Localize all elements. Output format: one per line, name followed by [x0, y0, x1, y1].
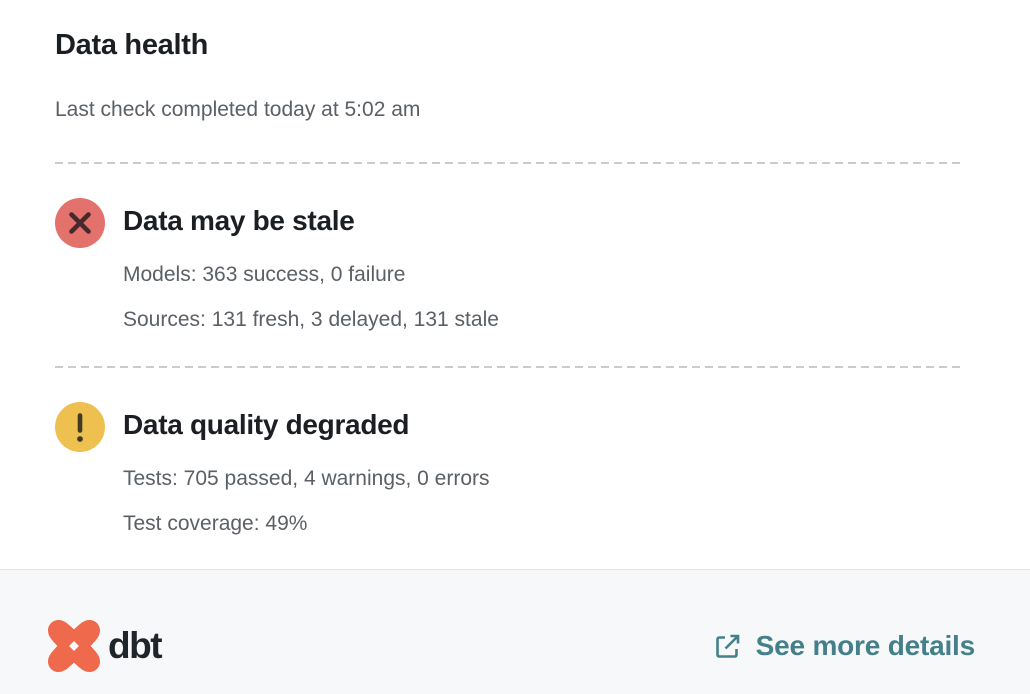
last-check-status: Last check completed today at 5:02 am	[55, 97, 421, 121]
test-coverage-line: Test coverage: 49%	[123, 512, 308, 536]
external-link-icon	[712, 631, 743, 662]
data-health-card: Data health Last check completed today a…	[55, 29, 965, 534]
status-section-stale: Data may be stale Models: 363 success, 0…	[55, 198, 965, 330]
status-section-quality: Data quality degraded Tests: 705 passed,…	[55, 402, 965, 534]
dbt-logo-icon	[48, 620, 100, 672]
see-more-details-link[interactable]: See more details	[712, 630, 975, 662]
footer: dbt See more details	[0, 569, 1030, 694]
tests-status-line: Tests: 705 passed, 4 warnings, 0 errors	[123, 467, 490, 491]
status-title: Data quality degraded	[123, 409, 410, 441]
page-title: Data health	[55, 29, 209, 61]
dbt-logo: dbt	[48, 620, 163, 672]
status-section-body: Data may be stale Models: 363 success, 0…	[123, 198, 499, 332]
dashed-divider	[55, 366, 965, 369]
dashed-divider	[55, 162, 965, 165]
sources-status-line: Sources: 131 fresh, 3 delayed, 131 stale	[123, 308, 499, 332]
dbt-wordmark: dbt	[108, 625, 163, 666]
error-x-icon	[55, 198, 105, 249]
see-more-details-label: See more details	[755, 630, 976, 661]
status-title: Data may be stale	[123, 205, 355, 237]
warning-exclamation-icon	[55, 402, 105, 453]
models-status-line: Models: 363 success, 0 failure	[123, 263, 406, 287]
status-section-body: Data quality degraded Tests: 705 passed,…	[123, 402, 490, 536]
